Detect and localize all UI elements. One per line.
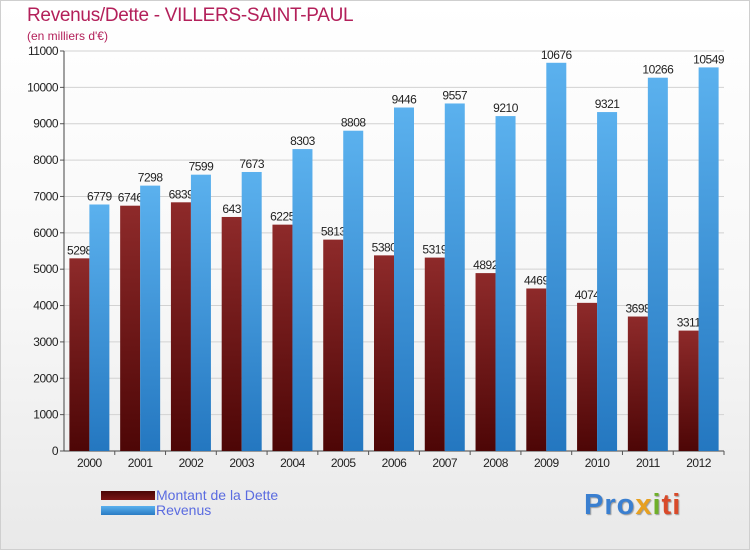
chart-title: Revenus/Dette - VILLERS-SAINT-PAUL	[27, 5, 354, 26]
x-tick-label: 2006	[382, 456, 408, 470]
x-tick-label: 2003	[229, 456, 255, 470]
data-label-revenue-2009: 10676	[541, 48, 573, 62]
bar-revenue-2005	[343, 130, 364, 451]
data-label-debt-2002: 6839	[169, 187, 195, 201]
data-label-debt-2008: 4892	[473, 258, 499, 272]
bar-revenue-2011	[647, 77, 668, 451]
x-tick-label: 2009	[534, 456, 560, 470]
y-tick-label: 1000	[33, 408, 59, 422]
data-label-debt-2009: 4469	[524, 273, 550, 287]
proxiti-logo[interactable]: Proxiti	[584, 489, 682, 521]
data-label-revenue-2001: 7298	[138, 171, 164, 185]
bar-debt-2007	[424, 257, 445, 451]
data-label-debt-2007: 5319	[422, 243, 448, 257]
data-label-revenue-2000: 6779	[87, 189, 113, 203]
x-tick-label: 2011	[636, 456, 661, 470]
y-tick-label: 5000	[33, 262, 59, 276]
bar-revenue-2006	[394, 107, 414, 451]
x-tick-label: 2012	[686, 456, 712, 470]
bar-debt-2011	[627, 316, 648, 451]
data-label-revenue-2007: 9557	[442, 88, 468, 102]
data-label-revenue-2003: 7673	[239, 157, 265, 171]
y-tick-label: 10000	[27, 80, 59, 94]
y-tick-label: 7000	[33, 189, 59, 203]
bar-revenue-2003	[241, 171, 262, 451]
bar-revenue-2008	[495, 116, 516, 451]
x-tick-label: 2001	[128, 456, 154, 470]
bar-debt-2004	[272, 224, 293, 451]
data-label-debt-2001: 6746	[118, 191, 144, 205]
data-label-revenue-2010: 9321	[595, 97, 621, 111]
data-label-revenue-2004: 8303	[290, 134, 316, 148]
data-label-revenue-2011: 10266	[642, 63, 674, 77]
y-tick-label: 4000	[33, 299, 59, 313]
bar-revenue-2000	[89, 204, 110, 451]
x-tick-label: 2010	[585, 456, 611, 470]
data-label-revenue-2005: 8808	[341, 116, 367, 130]
bar-debt-2010	[577, 302, 598, 451]
data-label-revenue-2012: 10549	[693, 52, 725, 66]
data-label-debt-2006: 5380	[372, 240, 398, 254]
bar-debt-2001	[120, 205, 141, 451]
data-label-debt-2004: 6225	[270, 210, 296, 224]
bar-revenue-2007	[444, 103, 465, 452]
data-label-debt-2000: 5298	[67, 243, 93, 257]
legend-label-debt: Montant de la Dette	[156, 487, 279, 503]
y-tick-label: 8000	[33, 153, 59, 167]
y-tick-label: 6000	[33, 226, 59, 240]
chart-subtitle: (en milliers d'€)	[27, 29, 108, 43]
bar-debt-2003	[221, 216, 242, 451]
y-tick-label: 0	[52, 444, 59, 458]
data-label-revenue-2002: 7599	[189, 160, 215, 174]
y-tick-label: 3000	[33, 335, 59, 349]
bar-debt-2005	[323, 239, 344, 451]
bar-debt-2009	[526, 288, 547, 451]
y-tick-label: 11000	[28, 44, 59, 58]
bar-debt-2000	[69, 258, 90, 451]
x-tick-label: 2002	[179, 456, 205, 470]
data-label-debt-2011: 3698	[625, 302, 651, 316]
bar-revenue-2001	[140, 185, 161, 452]
x-tick-label: 2000	[77, 456, 103, 470]
bar-revenue-2009	[546, 62, 567, 451]
legend-swatch-debt	[101, 491, 155, 500]
legend-swatch-revenue	[101, 506, 155, 515]
y-tick-label: 2000	[33, 371, 59, 385]
x-tick-label: 2007	[432, 456, 458, 470]
bar-debt-2012	[678, 330, 699, 451]
bar-debt-2002	[170, 202, 191, 451]
data-label-revenue-2006: 9446	[392, 93, 418, 107]
data-label-debt-2010: 4074	[575, 288, 601, 302]
bar-revenue-2010	[597, 112, 618, 452]
x-tick-label: 2004	[280, 456, 306, 470]
bar-revenue-2002	[190, 174, 211, 451]
x-tick-label: 2005	[331, 456, 357, 470]
y-tick-label: 9000	[33, 117, 59, 131]
bar-chart: 0 1000 2000 3000 4000 5000 6000 7000 8000 9000 100…	[27, 44, 725, 470]
legend-label-revenue: Revenus	[156, 502, 212, 518]
x-tick-label: 2008	[483, 456, 509, 470]
data-label-debt-2005: 5813	[321, 225, 347, 239]
data-label-debt-2012: 3311	[677, 316, 702, 330]
bar-revenue-2004	[292, 149, 313, 451]
bar-debt-2006	[374, 255, 394, 451]
data-label-revenue-2008: 9210	[493, 101, 519, 115]
data-label-debt-2003: 643	[222, 202, 241, 216]
bar-debt-2008	[475, 273, 496, 451]
bar-revenue-2012	[698, 67, 719, 452]
